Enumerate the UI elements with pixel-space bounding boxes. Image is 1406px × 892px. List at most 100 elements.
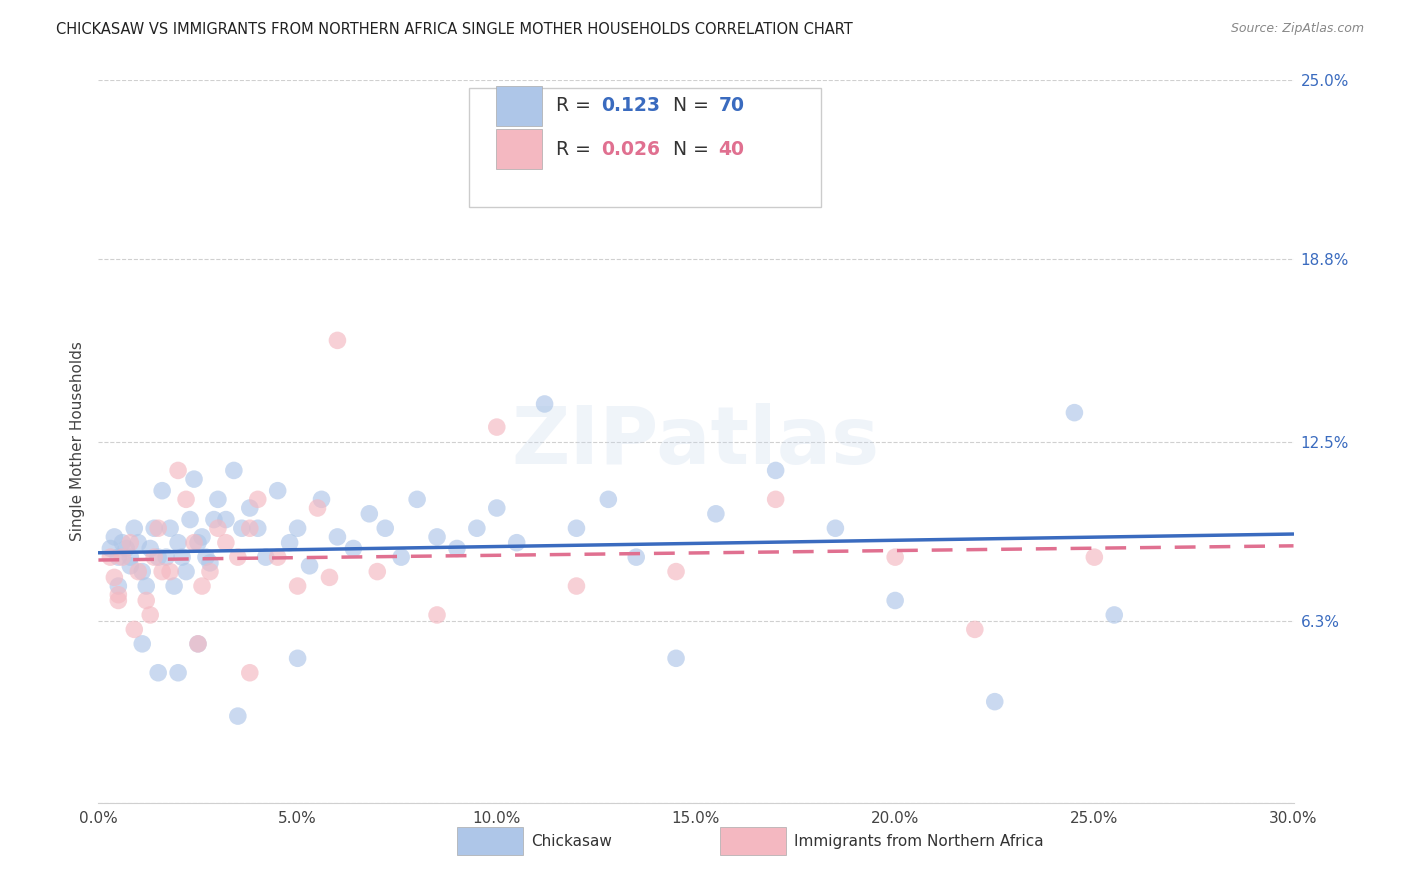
Point [174,492,197,507]
Point [278,535,301,549]
Point [426,530,449,544]
Point [565,579,588,593]
FancyBboxPatch shape [457,828,523,855]
Point [485,501,508,516]
Point [307,501,329,516]
Point [135,579,157,593]
Point [287,579,309,593]
Point [150,483,173,498]
Point [239,501,262,516]
Point [198,556,221,570]
Point [267,550,290,565]
Point [167,535,190,549]
Point [226,550,249,565]
Point [326,530,349,544]
Text: R =: R = [557,96,598,115]
Point [198,565,221,579]
Point [984,695,1007,709]
Point [107,588,129,602]
Point [107,550,129,565]
Y-axis label: Single Mother Households: Single Mother Households [69,342,84,541]
Point [963,623,986,637]
Point [389,550,412,565]
Point [127,565,149,579]
Point [155,550,177,565]
Point [143,521,166,535]
Point [167,665,190,680]
Point [215,512,238,526]
Point [120,535,142,549]
Text: R =: R = [557,140,598,159]
Point [342,541,364,556]
Point [359,507,381,521]
Point [222,463,245,477]
Point [167,463,190,477]
Point [231,521,253,535]
Point [191,579,214,593]
Text: N =: N = [673,96,716,115]
Point [485,420,508,434]
Point [131,637,153,651]
Point [172,550,194,565]
Point [824,521,846,535]
Point [406,492,429,507]
Point [207,492,229,507]
Point [1083,550,1105,565]
Point [506,535,529,549]
Point [120,558,142,573]
Point [139,607,162,622]
Text: Source: ZipAtlas.com: Source: ZipAtlas.com [1230,22,1364,36]
Point [884,550,907,565]
Point [163,579,186,593]
Point [179,512,201,526]
Point [98,541,122,556]
Point [202,512,225,526]
FancyBboxPatch shape [720,828,786,855]
Point [665,651,688,665]
Point [98,550,122,565]
Point [246,521,269,535]
Point [465,521,488,535]
Point [267,483,290,498]
Point [626,550,648,565]
Point [111,535,134,549]
Point [246,492,269,507]
Text: ZIPatlas: ZIPatlas [512,402,880,481]
Point [111,550,134,565]
Point [187,637,209,651]
Point [287,521,309,535]
Point [191,530,214,544]
Point [107,593,129,607]
Text: N =: N = [673,140,716,159]
Point [446,541,468,556]
Point [665,565,688,579]
Point [131,565,153,579]
Point [174,565,197,579]
Point [215,535,238,549]
Point [207,521,229,535]
Point [120,550,142,565]
Point [239,665,262,680]
Point [148,550,170,565]
Point [135,593,157,607]
Point [139,541,162,556]
Point [318,570,340,584]
Point [533,397,555,411]
Point [226,709,249,723]
Text: 0.026: 0.026 [602,140,661,159]
Point [239,521,262,535]
Point [426,607,449,622]
Text: Chickasaw: Chickasaw [531,834,612,848]
Point [127,535,149,549]
FancyBboxPatch shape [470,87,821,207]
Point [311,492,333,507]
Point [298,558,321,573]
Point [765,463,787,477]
Point [159,565,181,579]
Point [704,507,727,521]
FancyBboxPatch shape [496,86,541,126]
FancyBboxPatch shape [496,129,541,169]
Point [187,535,209,549]
Text: Immigrants from Northern Africa: Immigrants from Northern Africa [794,834,1043,848]
Point [124,521,146,535]
